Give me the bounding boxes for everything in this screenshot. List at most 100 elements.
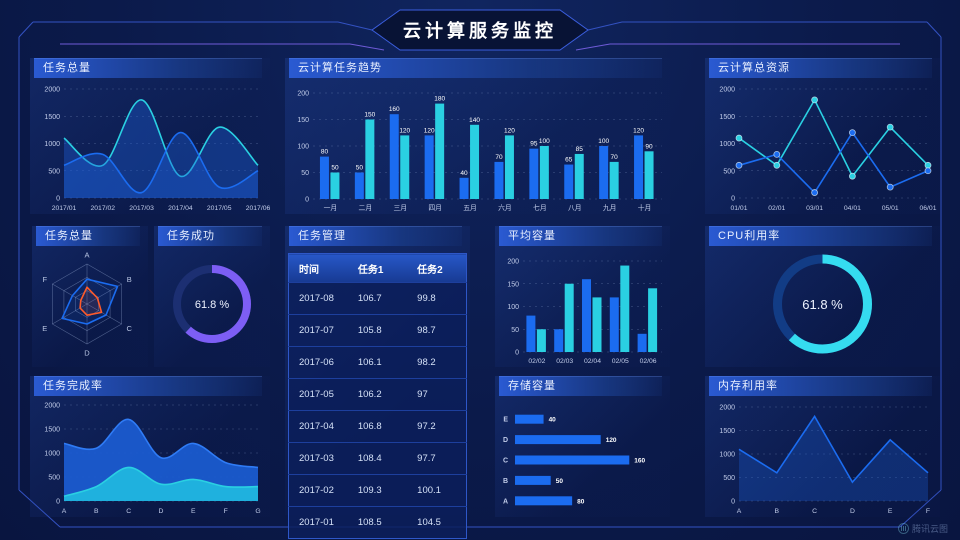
- svg-text:61.8 %: 61.8 %: [195, 299, 229, 311]
- tasks-total-area-chart: 0 500 1000 1500 2000 2017/01 2017/02 2017/03 201…: [30, 79, 270, 214]
- svg-text:40: 40: [460, 170, 468, 177]
- svg-text:100: 100: [297, 144, 309, 151]
- svg-text:1000: 1000: [719, 452, 735, 459]
- svg-text:120: 120: [504, 127, 515, 134]
- table-row: 2017-08 106.7 99.8: [288, 282, 467, 315]
- svg-text:1000: 1000: [719, 141, 735, 148]
- panel-tasks-total: 任务总量 0 500 1000 1500 2000 2017/01 2017/02 2017/…: [30, 58, 270, 214]
- page-title: 云计算服务监控: [403, 21, 557, 41]
- svg-text:90: 90: [645, 143, 653, 150]
- svg-text:80: 80: [577, 498, 585, 505]
- svg-text:A: A: [737, 508, 742, 515]
- svg-text:三月: 三月: [393, 204, 407, 212]
- svg-text:40: 40: [549, 417, 557, 424]
- svg-text:06/01: 06/01: [919, 205, 936, 212]
- panel-tasks-total-title: 任务总量: [34, 58, 262, 78]
- table-row: 2017-06 106.1 98.2: [288, 346, 467, 379]
- table-row: 2017-02 109.3 100.1: [288, 474, 467, 507]
- svg-text:2017/03: 2017/03: [129, 205, 154, 212]
- svg-text:四月: 四月: [428, 204, 442, 212]
- memory-line-chart: 0 500 1000 1500 2000 A B C D E F: [705, 397, 940, 517]
- svg-text:70: 70: [611, 154, 619, 161]
- svg-text:65: 65: [565, 157, 573, 164]
- svg-text:50: 50: [331, 165, 339, 172]
- svg-text:1500: 1500: [44, 114, 60, 121]
- svg-text:D: D: [84, 348, 90, 357]
- svg-text:80: 80: [321, 149, 329, 156]
- panel-memory-title: 内存利用率: [709, 376, 932, 396]
- svg-text:0: 0: [515, 350, 519, 357]
- svg-text:150: 150: [507, 281, 519, 288]
- svg-text:2000: 2000: [44, 87, 60, 94]
- svg-text:二月: 二月: [359, 204, 373, 212]
- svg-text:160: 160: [389, 106, 400, 113]
- panel-total-resources: 云计算总资源 0 500 1000 1500 2000 01/01 02/01 03/01 04…: [705, 58, 940, 214]
- svg-text:50: 50: [301, 170, 309, 177]
- svg-text:02/04: 02/04: [584, 358, 601, 365]
- table-row: 2017-05 106.2 97: [288, 378, 467, 411]
- watermark-text: 腾讯云图: [911, 524, 948, 534]
- svg-text:D: D: [503, 437, 508, 444]
- svg-text:0: 0: [56, 499, 60, 506]
- svg-text:0: 0: [305, 197, 309, 204]
- svg-text:200: 200: [507, 259, 519, 266]
- svg-text:1000: 1000: [44, 141, 60, 148]
- svg-text:120: 120: [633, 127, 644, 134]
- table-col-header: 时间: [288, 253, 348, 283]
- panel-task-manage-title: 任务管理: [289, 226, 462, 246]
- svg-text:E: E: [503, 417, 508, 424]
- svg-text:B: B: [94, 508, 99, 515]
- svg-text:85: 85: [576, 146, 584, 153]
- task-table-body: 2017-08 106.7 99.8 2017-07 105.8 98.7 2017-06 1…: [288, 282, 467, 539]
- svg-text:2017/01: 2017/01: [52, 205, 77, 212]
- svg-text:G: G: [255, 508, 260, 515]
- svg-text:150: 150: [364, 112, 375, 119]
- svg-text:七月: 七月: [533, 203, 547, 212]
- svg-text:2017/02: 2017/02: [91, 205, 116, 212]
- svg-text:E: E: [191, 508, 196, 515]
- svg-text:500: 500: [48, 475, 60, 482]
- svg-text:A: A: [84, 251, 89, 260]
- svg-text:02/05: 02/05: [612, 358, 629, 365]
- panel-task-success: 任务成功 61.8 %: [154, 226, 270, 367]
- svg-text:C: C: [812, 508, 817, 515]
- svg-text:B: B: [775, 508, 780, 515]
- svg-text:E: E: [42, 324, 47, 333]
- svg-text:04/01: 04/01: [844, 205, 861, 212]
- table-row: 2017-04 106.8 97.2: [288, 410, 467, 443]
- panel-cpu: CPU利用率 61.8 %: [705, 226, 940, 367]
- svg-text:E: E: [888, 508, 893, 515]
- svg-text:05/01: 05/01: [882, 205, 899, 212]
- svg-text:150: 150: [297, 117, 309, 124]
- svg-text:0: 0: [731, 499, 735, 506]
- svg-text:十月: 十月: [638, 203, 652, 212]
- svg-text:61.8 %: 61.8 %: [802, 297, 843, 312]
- svg-text:1000: 1000: [44, 451, 60, 458]
- storage-hbar-chart: E 40 D 120 C 160 B 50 A 80: [495, 397, 670, 517]
- panel-avg-capacity-title: 平均容量: [499, 226, 662, 246]
- svg-text:2017/06: 2017/06: [246, 205, 270, 212]
- svg-text:B: B: [127, 275, 132, 284]
- panel-storage-title: 存储容量: [499, 376, 662, 396]
- svg-text:50: 50: [356, 165, 364, 172]
- table-col-header: 任务2: [407, 253, 467, 283]
- panel-total-resources-title: 云计算总资源: [709, 58, 932, 78]
- svg-text:0: 0: [56, 196, 60, 203]
- svg-text:100: 100: [539, 138, 550, 145]
- panel-tasks-radar-title: 任务总量: [36, 226, 140, 246]
- panel-memory: 内存利用率 0 500 1000 1500 2000 A B C D E F: [705, 376, 940, 517]
- svg-text:01/01: 01/01: [730, 205, 747, 212]
- svg-text:02/01: 02/01: [768, 205, 785, 212]
- panel-cpu-title: CPU利用率: [709, 226, 932, 246]
- panel-completion: 任务完成率 0 500 1000 1500 2000 A B C D E F G: [30, 376, 270, 517]
- svg-text:500: 500: [48, 168, 60, 175]
- panel-task-manage: 任务管理 时间 任务1 任务2 2017-08 106.7 99.8 2017-07 105…: [285, 226, 470, 539]
- svg-text:100: 100: [507, 304, 519, 311]
- svg-text:六月: 六月: [498, 203, 512, 212]
- table-row: 2017-01 108.5 104.5: [288, 506, 467, 539]
- svg-text:A: A: [503, 498, 508, 505]
- svg-text:C: C: [503, 458, 508, 465]
- svg-text:50: 50: [511, 327, 519, 334]
- svg-text:95: 95: [530, 141, 538, 148]
- svg-text:F: F: [42, 275, 47, 284]
